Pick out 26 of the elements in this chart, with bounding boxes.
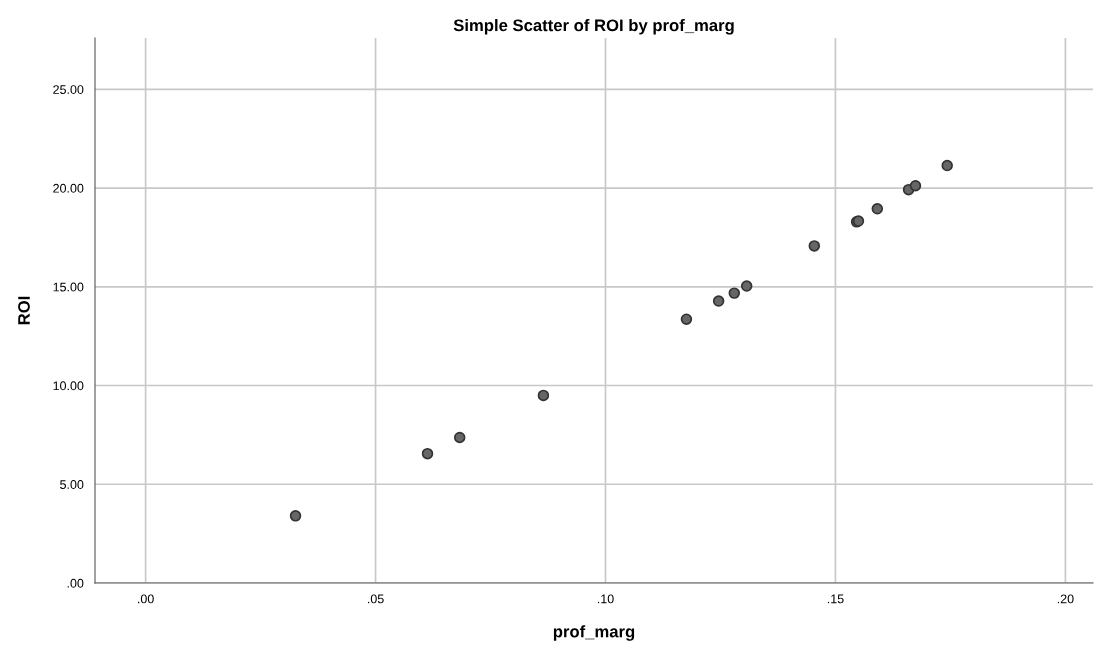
y-tick-label: 5.00 [60, 480, 84, 489]
y-tick-label: 10.00 [53, 381, 84, 391]
x-tick-label: .05 [368, 594, 384, 604]
y-tick-label: 15.00 [53, 282, 84, 292]
point [871, 203, 884, 215]
point [289, 510, 302, 522]
point [712, 295, 725, 307]
point [537, 389, 550, 402]
chart-title: Simple Scatter of ROI by prof_marg [453, 18, 734, 35]
y-tick-label: 25.00 [53, 85, 84, 94]
point [909, 179, 922, 192]
x-tick-label: .10 [597, 594, 614, 604]
point [680, 313, 693, 325]
x-axis-title: prof_marg [553, 625, 635, 641]
x-tick-label: .15 [827, 594, 844, 604]
x-tick-label: .00 [138, 594, 154, 604]
point [453, 431, 466, 444]
point [728, 287, 741, 299]
y-tick-label: .00 [67, 578, 84, 588]
x-tick-label: .20 [1057, 594, 1074, 604]
point [941, 159, 953, 172]
y-tick-label: 20.00 [53, 183, 84, 193]
point [808, 240, 821, 252]
y-axis-title: ROI [18, 296, 30, 325]
point [740, 280, 753, 292]
point [421, 447, 434, 460]
